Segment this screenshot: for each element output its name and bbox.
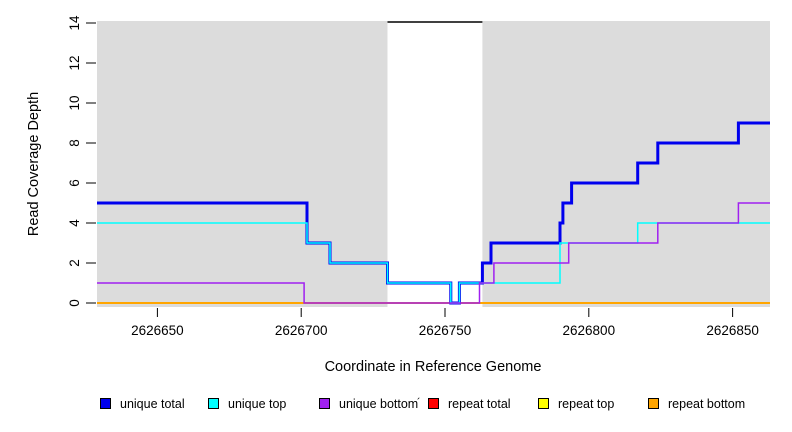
- x-tick-label: 2626750: [419, 323, 472, 338]
- y-tick-label: 10: [67, 95, 82, 110]
- y-tick-label: 2: [67, 259, 82, 267]
- x-axis-title: Coordinate in Reference Genome: [325, 359, 542, 375]
- x-tick-label: 2626800: [563, 323, 616, 338]
- plot-background-layer: [97, 21, 770, 307]
- x-tick-label: 2626850: [706, 323, 759, 338]
- y-tick-label: 6: [67, 179, 82, 187]
- y-tick-label: 14: [67, 15, 82, 31]
- y-tick-label: 4: [67, 219, 82, 227]
- y-tick-label: 0: [67, 299, 82, 307]
- x-tick-label: 2626700: [275, 323, 328, 338]
- series-line-unique-bottom: [97, 202, 770, 304]
- x-tick-label: 2626650: [131, 323, 184, 338]
- axes-layer: 2626650 2626700 2626750 2626800 2626850 0 2 4 6 8…: [67, 15, 759, 338]
- series-layer: [97, 121, 770, 305]
- stray-mark: ´: [417, 397, 421, 409]
- y-axis-title: Read Coverage Depth: [26, 92, 42, 236]
- highlight-region: [387, 21, 483, 307]
- y-tick-label: 8: [67, 139, 82, 147]
- y-tick-label: 12: [67, 55, 82, 70]
